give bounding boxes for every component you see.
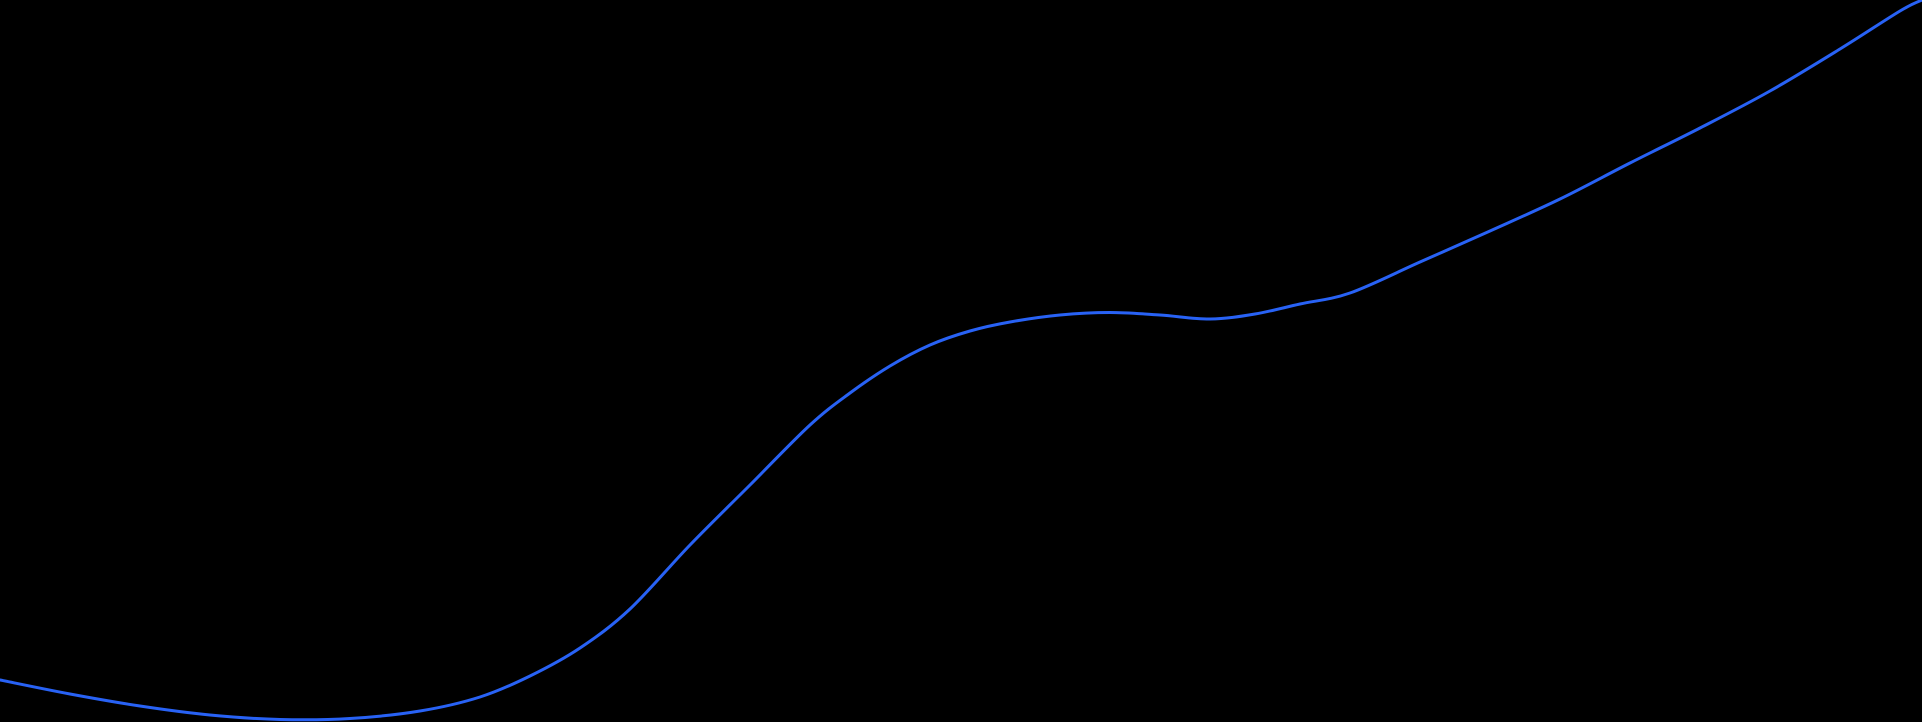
chart-canvas — [0, 0, 1922, 722]
line-series-path — [0, 0, 1922, 722]
line-chart-svg — [0, 0, 1922, 722]
